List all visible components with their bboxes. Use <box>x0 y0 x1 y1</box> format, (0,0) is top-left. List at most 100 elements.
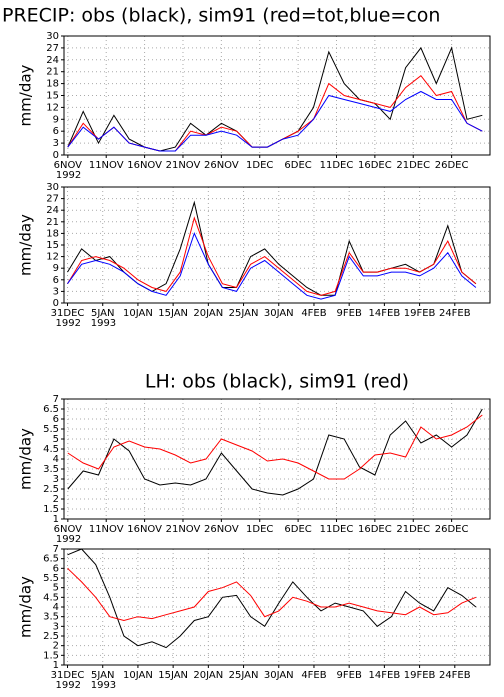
y-axis-label: mm/day <box>17 428 35 490</box>
y-tick-label: 7 <box>53 544 59 555</box>
x-tick-label: 19FEB <box>404 670 436 681</box>
y-tick-label: 4.5 <box>43 592 59 603</box>
x-tick-label: 16NOV <box>127 524 162 535</box>
y-tick-label: 6 <box>53 126 59 137</box>
y-tick-label: 21 <box>46 217 59 228</box>
data-line <box>67 408 483 496</box>
x-tick-label: 24FEB <box>439 670 471 681</box>
x-tick-label: 21NOV <box>166 160 201 171</box>
x-tick-label: 10JAN <box>123 308 153 319</box>
plot-frame <box>63 548 491 666</box>
x-tick-label: 15JAN <box>158 670 188 681</box>
y-tick-label: 12 <box>46 252 59 263</box>
y-tick-label: 2 <box>53 494 59 505</box>
x-tick-label: 20JAN <box>193 308 223 319</box>
y-tick-label: 5.5 <box>43 573 59 584</box>
x-tick-label: 1DEC <box>246 160 273 171</box>
y-tick-label: 6 <box>53 275 59 286</box>
plot-frame <box>63 186 491 304</box>
chart-title: LH: obs (black), sim91 (red) <box>145 371 409 393</box>
y-tick-label: 3 <box>53 286 59 297</box>
y-tick-label: 4 <box>53 454 59 465</box>
y-tick-label: 3 <box>53 474 59 485</box>
y-tick-label: 7 <box>53 394 59 405</box>
x-tick-year: 1992 <box>56 318 81 329</box>
x-tick-label: 21NOV <box>166 524 201 535</box>
x-tick-label: 6DEC <box>284 524 311 535</box>
x-tick-label: 14FEB <box>369 308 401 319</box>
y-tick-label: 4.5 <box>43 444 59 455</box>
y-tick-label: 6 <box>53 563 59 574</box>
y-tick-label: 1 <box>53 660 59 671</box>
y-tick-label: 1.5 <box>43 504 59 515</box>
x-tick-label: 26NOV <box>204 160 239 171</box>
x-tick-year: 1992 <box>56 534 81 545</box>
y-tick-label: 3 <box>53 138 59 149</box>
x-tick-label: 15JAN <box>158 308 188 319</box>
y-tick-label: 0 <box>53 298 59 309</box>
y-tick-label: 18 <box>46 228 59 239</box>
y-tick-label: 6.5 <box>43 554 59 565</box>
x-tick-label: 16DEC <box>358 160 392 171</box>
x-tick-label: 9FEB <box>337 670 362 681</box>
y-tick-label: 30 <box>46 31 59 42</box>
x-tick-label: 19FEB <box>404 308 436 319</box>
x-tick-label: 26NOV <box>204 524 239 535</box>
y-tick-label: 5.5 <box>43 424 59 435</box>
x-tick-year: 1993 <box>91 680 116 691</box>
y-tick-label: 21 <box>46 67 59 78</box>
y-tick-label: 0 <box>53 150 59 161</box>
x-tick-label: 16DEC <box>358 524 392 535</box>
chart-title: PRECIP: obs (black), sim91 (red=tot,blue… <box>2 5 440 27</box>
x-tick-label: 31DEC <box>51 670 85 681</box>
x-tick-label: 20JAN <box>193 670 223 681</box>
plot-frame <box>63 398 491 520</box>
x-tick-label: 1DEC <box>246 524 273 535</box>
x-tick-label: 6NOV <box>54 160 83 171</box>
x-tick-label: 4FEB <box>301 670 326 681</box>
x-tick-label: 6NOV <box>54 524 83 535</box>
data-line <box>67 200 477 296</box>
data-line <box>67 548 477 649</box>
x-tick-label: 11NOV <box>89 160 124 171</box>
y-tick-label: 6 <box>53 414 59 425</box>
y-tick-label: 12 <box>46 102 59 113</box>
x-tick-label: 5JAN <box>91 308 114 319</box>
data-line <box>67 90 483 152</box>
y-tick-label: 2.5 <box>43 484 59 495</box>
x-tick-year: 1992 <box>56 170 81 181</box>
x-tick-label: 14FEB <box>369 670 401 681</box>
data-line <box>67 567 477 622</box>
y-tick-label: 18 <box>46 79 59 90</box>
y-tick-label: 1 <box>53 514 59 525</box>
y-tick-label: 30 <box>46 182 59 193</box>
x-tick-label: 10JAN <box>123 670 153 681</box>
x-tick-label: 6DEC <box>284 160 311 171</box>
data-line <box>67 414 483 480</box>
y-tick-label: 24 <box>46 55 59 66</box>
y-tick-label: 3.5 <box>43 464 59 475</box>
plot-frame <box>63 35 491 156</box>
y-tick-label: 9 <box>53 114 59 125</box>
y-tick-label: 4 <box>53 602 59 613</box>
y-tick-label: 6.5 <box>43 404 59 415</box>
y-tick-label: 3.5 <box>43 612 59 623</box>
y-axis-label: mm/day <box>17 214 35 276</box>
x-tick-label: 30JAN <box>264 670 294 681</box>
y-tick-label: 15 <box>46 91 59 102</box>
x-tick-label: 21DEC <box>396 524 430 535</box>
x-tick-label: 11DEC <box>320 524 354 535</box>
x-tick-year: 1992 <box>56 680 81 691</box>
y-axis-label: mm/day <box>17 576 35 638</box>
x-tick-label: 11DEC <box>320 160 354 171</box>
y-tick-label: 5 <box>53 434 59 445</box>
x-tick-label: 24FEB <box>439 308 471 319</box>
y-tick-label: 27 <box>46 194 59 205</box>
y-tick-label: 27 <box>46 43 59 54</box>
y-tick-label: 15 <box>46 240 59 251</box>
x-tick-label: 25JAN <box>229 670 259 681</box>
y-tick-label: 9 <box>53 263 59 274</box>
x-tick-label: 21DEC <box>396 160 430 171</box>
x-tick-label: 5JAN <box>91 670 114 681</box>
